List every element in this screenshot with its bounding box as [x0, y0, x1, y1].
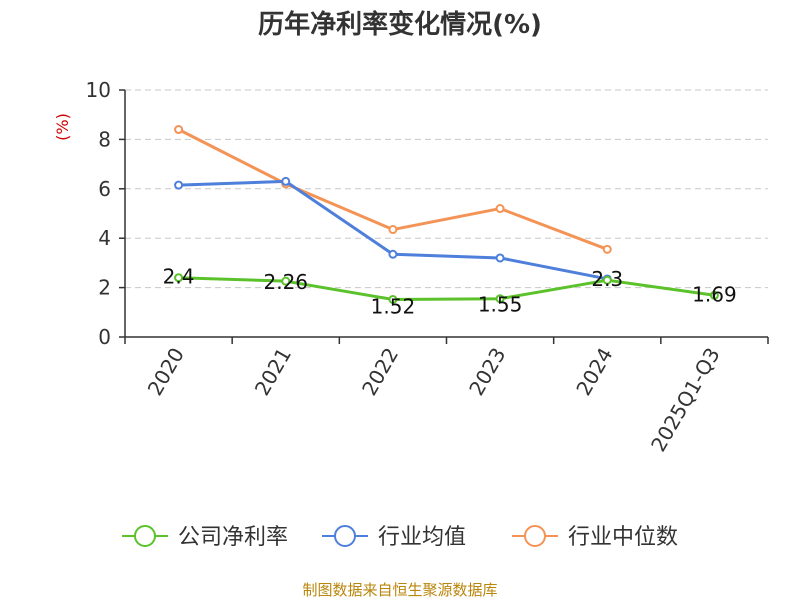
data-label: 2.4: [163, 265, 195, 289]
y-tick-label: 4: [98, 226, 111, 250]
legend-label: 行业均值: [378, 525, 466, 550]
data-label: 1.52: [371, 294, 416, 318]
data-point: [174, 273, 184, 283]
chart-title: 历年净利率变化情况(%): [258, 9, 542, 40]
data-point: [174, 125, 184, 135]
data-point: [495, 253, 505, 263]
data-label: 2.26: [263, 270, 308, 294]
y-tick-label: 8: [98, 127, 111, 151]
data-point: [281, 276, 291, 286]
y-tick-label: 2: [98, 276, 111, 300]
data-point: [495, 294, 505, 304]
series: [174, 125, 719, 304]
y-tick-label: 6: [98, 177, 111, 201]
legend-item[interactable]: 行业中位数: [512, 525, 678, 550]
data-point: [495, 204, 505, 214]
data-point: [281, 176, 291, 186]
series-line: [178, 276, 715, 301]
x-tick-label: 2023: [464, 344, 510, 400]
legend-marker: [134, 525, 156, 547]
data-point: [388, 294, 398, 304]
data-label: 1.69: [692, 282, 737, 306]
data-point: [388, 249, 398, 259]
x-tick-label: 2024: [571, 344, 617, 400]
legend-marker: [524, 525, 546, 547]
data-label: 1.55: [478, 293, 523, 317]
x-tick-label: 2020: [143, 344, 189, 400]
data-point: [602, 275, 612, 285]
x-tick-label: 2021: [250, 344, 296, 400]
legend-item[interactable]: 公司净利率: [122, 525, 288, 550]
source-note: 制图数据来自恒生聚源数据库: [302, 581, 497, 599]
data-point: [388, 225, 398, 235]
data-point: [709, 290, 719, 300]
legend-marker: [334, 525, 356, 547]
legend: 公司净利率 行业均值 行业中位数: [122, 525, 678, 550]
y-tick-label: 10: [86, 78, 111, 102]
data-point: [602, 244, 612, 254]
data-label: 2.3: [591, 267, 623, 291]
y-axis-label: (%): [53, 113, 72, 141]
y-tick-label: 0: [98, 325, 111, 349]
legend-label: 公司净利率: [178, 525, 288, 550]
data-point: [174, 180, 184, 190]
x-tick-label: 2025Q1-Q3: [646, 344, 725, 456]
legend-item[interactable]: 行业均值: [322, 525, 466, 550]
grid-lines: [125, 89, 768, 289]
x-tick-label: 2022: [357, 344, 403, 400]
data-labels: 2.4 2.26 1.52 1.55 2.3 1.69: [163, 265, 737, 319]
legend-label: 行业中位数: [568, 525, 678, 550]
